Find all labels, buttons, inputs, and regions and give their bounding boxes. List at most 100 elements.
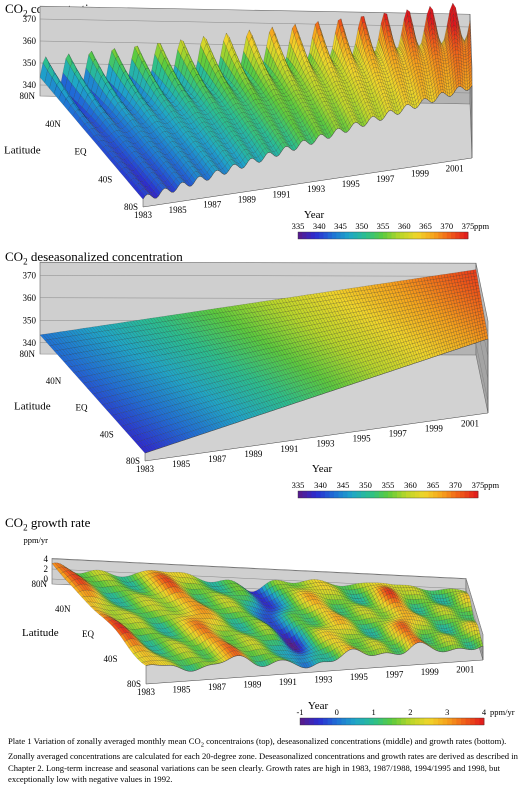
colorbar-segment: [349, 232, 354, 239]
colorbar-segment: [378, 232, 384, 239]
colorbar-segment: [298, 232, 303, 239]
z-gridline: [39, 275, 477, 277]
chart-title: CO2 deseasonalized concentration: [5, 249, 183, 267]
surface-facet: [474, 275, 478, 280]
surface-facet: [463, 62, 467, 66]
colorbar-segment: [361, 232, 367, 239]
surface-facet: [455, 54, 459, 58]
x-tick-label: 1983: [134, 210, 153, 220]
latitude-tick-label: 80S: [124, 202, 138, 212]
surface-facet: [472, 269, 477, 274]
surface-facet: [455, 57, 459, 61]
colorbar-segment: [327, 232, 333, 239]
surface-facet: [475, 282, 479, 287]
surface-facet: [456, 59, 460, 64]
surface-facet: [455, 46, 459, 51]
colorbar-segment: [319, 232, 324, 239]
surface-facet: [476, 291, 481, 296]
colorbar-tick-label: 365: [419, 221, 432, 231]
colorbar-tick-label: 370: [440, 221, 453, 231]
colorbar-segment: [323, 232, 329, 239]
colorbar-segment: [310, 232, 316, 239]
colorbar-segment: [455, 232, 460, 239]
x-axis-label: Year: [304, 209, 325, 221]
x-tick-label: 1995: [342, 179, 361, 189]
colorbar-segment: [451, 232, 456, 239]
surface-facet: [464, 77, 468, 82]
colorbar-segment: [421, 232, 426, 239]
latitude-tick-label: 40S: [98, 174, 112, 184]
surface: [39, 2, 473, 200]
latitude-tick-label: EQ: [75, 147, 87, 157]
front-skirt: [142, 84, 473, 208]
surface-facet: [456, 62, 460, 67]
surface-facet: [464, 74, 468, 79]
colorbar-segment: [429, 232, 435, 239]
colorbar-segment: [400, 232, 405, 239]
colorbar-segment: [425, 232, 431, 239]
colorbar-tick-label: 350: [355, 221, 368, 231]
z-tick-label: 350: [23, 58, 37, 68]
colorbar-segment: [344, 232, 350, 239]
surface-facet: [456, 65, 460, 70]
colorbar-segment: [370, 232, 375, 239]
colorbar-segment: [340, 232, 346, 239]
surface: [39, 269, 489, 454]
surface-facet: [458, 83, 462, 87]
colorbar-tick-label: 335: [292, 221, 305, 231]
x-tick-label: 1989: [238, 195, 257, 205]
surface-facet: [463, 68, 467, 73]
x-tick-label: 2001: [446, 164, 464, 174]
surface-facet: [463, 59, 467, 63]
colorbar-segment: [412, 232, 418, 239]
colorbar-tick-label: 375: [462, 221, 475, 231]
surface-facet: [474, 278, 479, 283]
colorbar-segment: [374, 232, 380, 239]
x-tick-label: 1993: [307, 184, 326, 194]
colorbar-segment: [446, 232, 452, 239]
surface-facet: [457, 68, 460, 73]
surface-facet: [457, 77, 461, 81]
x-tick-label: 1997: [376, 174, 395, 184]
colorbar-segment: [459, 232, 465, 239]
panel-concentration: CO2 concentration 340350360370ppm80N40NE…: [0, 0, 531, 240]
colorbar-segment: [442, 232, 448, 239]
surface-facet: [457, 71, 461, 76]
colorbar-segment: [315, 232, 320, 239]
z-tick-label: 370: [23, 14, 37, 24]
z-gridline: [39, 18, 471, 28]
surface-chart-concentration: 340350360370ppm80N40NEQ40S80SLatitude198…: [4, 2, 490, 240]
latitude-tick-label: 40N: [45, 119, 61, 129]
x-tick-label: 1991: [273, 189, 291, 199]
surface-chart-deseasonalized: 340350360370ppm80N40NEQ40S80SLatitude198…: [14, 261, 500, 499]
colorbar-segment: [383, 232, 388, 239]
colorbar-segment: [391, 232, 397, 239]
surface-facet: [463, 56, 467, 60]
colorbar-segment: [417, 232, 422, 239]
x-tick-label: 1987: [203, 200, 222, 210]
colorbar-tick-label: 345: [334, 221, 347, 231]
surface-facet: [473, 272, 478, 277]
colorbar-segment: [306, 232, 312, 239]
surface-facet: [432, 38, 437, 44]
surface-facet: [475, 285, 480, 290]
colorbar-unit: ppm: [474, 221, 490, 231]
colorbar-segment: [302, 232, 307, 239]
colorbar-segment: [438, 232, 443, 239]
surface-facet: [455, 49, 459, 55]
colorbar-tick-label: 360: [398, 221, 411, 231]
colorbar-segment: [434, 232, 439, 239]
x-tick-label: 1985: [169, 205, 188, 215]
panel-deseasonalized: CO2 deseasonalized concentration 340 350 3…: [0, 248, 531, 500]
colorbar-segment: [408, 232, 414, 239]
colorbar-segment: [463, 232, 469, 239]
surface-facet: [463, 65, 467, 69]
z-gridline: [469, 92, 473, 148]
x-tick-label: 1999: [411, 169, 430, 179]
z-tick-label: 340: [23, 80, 37, 90]
colorbar-segment: [404, 232, 409, 239]
colorbar-segment: [332, 232, 337, 239]
colorbar-tick-label: 340: [313, 221, 326, 231]
colorbar-segment: [336, 232, 341, 239]
latitude-tick-label: 80N: [20, 91, 36, 101]
